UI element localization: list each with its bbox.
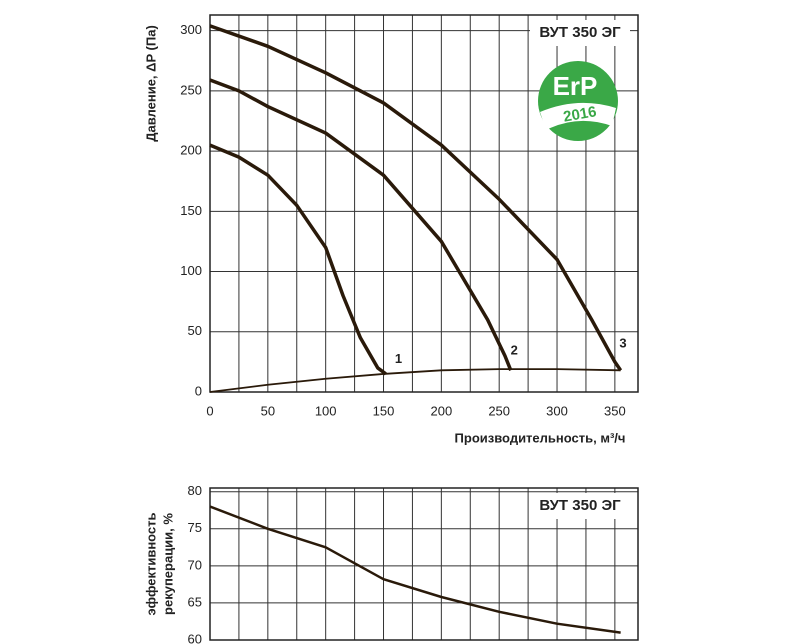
data-line: [209, 368, 621, 393]
y-tick-label: 65: [188, 594, 202, 609]
y-tick-label: 60: [188, 631, 202, 644]
x-tick-label: 350: [604, 403, 626, 418]
x-tick-label: 300: [546, 403, 568, 418]
y-tick-label: 300: [180, 22, 202, 37]
x-tick-label: 200: [430, 403, 452, 418]
title-box: [530, 493, 630, 519]
curve-label: 3: [619, 335, 626, 350]
y-tick-label: 70: [188, 557, 202, 572]
data-line: [209, 505, 621, 634]
y-tick-label: 0: [195, 383, 202, 398]
curve-label: 1: [395, 351, 402, 366]
y-tick-label: 200: [180, 143, 202, 158]
y-tick-label: 150: [180, 203, 202, 218]
badge-text: ErP: [553, 71, 598, 101]
y-tick-label: 100: [180, 263, 202, 278]
x-tick-label: 250: [488, 403, 510, 418]
data-line: [209, 24, 623, 372]
plot-frame: [209, 487, 639, 641]
data-line: [209, 143, 387, 376]
chart-title: ВУТ 350 ЭГ: [539, 24, 621, 41]
x-axis-label: Производительность, м³/ч: [455, 430, 626, 445]
y-tick-label: 250: [180, 82, 202, 97]
x-tick-label: 100: [315, 403, 337, 418]
plot-frame: [209, 14, 639, 393]
curve-label: 2: [511, 342, 518, 357]
x-tick-label: 150: [373, 403, 395, 418]
x-tick-label: 50: [261, 403, 275, 418]
badge-year: 2016: [562, 103, 598, 126]
data-line: [209, 78, 513, 371]
y-tick-label: 75: [188, 520, 202, 535]
title-box: [530, 20, 630, 46]
y-axis-label: Давление, ΔP (Па): [143, 25, 158, 142]
y-tick-label: 80: [188, 483, 202, 498]
y-tick-label: 50: [188, 323, 202, 338]
badge-band: [540, 102, 616, 130]
y-axis-label: рекуперации, %: [160, 513, 175, 615]
y-axis-label: эффективность: [143, 512, 158, 615]
chart-title: ВУТ 350 ЭГ: [539, 497, 621, 514]
x-tick-label: 0: [206, 403, 213, 418]
